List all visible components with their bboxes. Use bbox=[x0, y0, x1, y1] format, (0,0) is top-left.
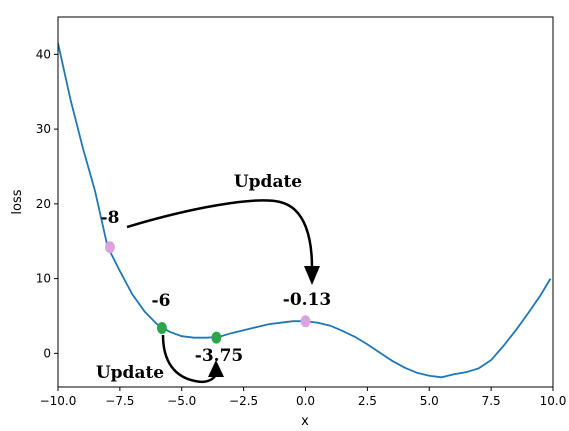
x-tick-label: 10.0 bbox=[540, 394, 567, 408]
x-ticks: −10.0 −7.5 −5.0 −2.5 0.0 2.5 5.0 7.5 10.0 bbox=[40, 387, 567, 408]
point-label: -0.13 bbox=[283, 290, 331, 310]
update-annotation: Update bbox=[96, 363, 164, 383]
point-label: -3.75 bbox=[195, 346, 243, 366]
y-tick-label: 40 bbox=[36, 47, 51, 61]
y-tick-label: 10 bbox=[36, 272, 51, 286]
x-tick-label: 7.5 bbox=[482, 394, 501, 408]
x-tick-label: −2.5 bbox=[229, 394, 258, 408]
x-tick-label: 2.5 bbox=[358, 394, 377, 408]
x-tick-label: 5.0 bbox=[420, 394, 439, 408]
x-tick-label: −7.5 bbox=[105, 394, 134, 408]
y-tick-label: 30 bbox=[36, 122, 51, 136]
y-tick-label: 20 bbox=[36, 197, 51, 211]
x-tick-label: −10.0 bbox=[40, 394, 77, 408]
loss-curve bbox=[58, 43, 552, 379]
data-point bbox=[300, 315, 311, 328]
data-point bbox=[211, 331, 222, 344]
data-point bbox=[104, 241, 115, 254]
x-tick-label: 0.0 bbox=[296, 394, 315, 408]
y-axis-label: loss bbox=[10, 189, 25, 214]
point-label: -8 bbox=[101, 208, 120, 228]
loss-curve-layer bbox=[58, 43, 552, 379]
update-arrow-upper-head bbox=[304, 266, 320, 285]
update-arrow-lower-head bbox=[208, 360, 224, 377]
x-axis-label: x bbox=[301, 414, 309, 429]
update-arrow-lower bbox=[161, 334, 218, 383]
data-point bbox=[156, 321, 167, 334]
y-ticks: 0 10 20 30 40 bbox=[36, 47, 58, 360]
update-annotation: Update bbox=[234, 172, 302, 192]
y-tick-label: 0 bbox=[43, 346, 51, 360]
x-tick-label: −5.0 bbox=[167, 394, 196, 408]
update-arrow-upper bbox=[126, 199, 314, 269]
point-markers-layer bbox=[104, 241, 311, 344]
plot-frame bbox=[57, 16, 554, 388]
point-label: -6 bbox=[152, 291, 171, 311]
